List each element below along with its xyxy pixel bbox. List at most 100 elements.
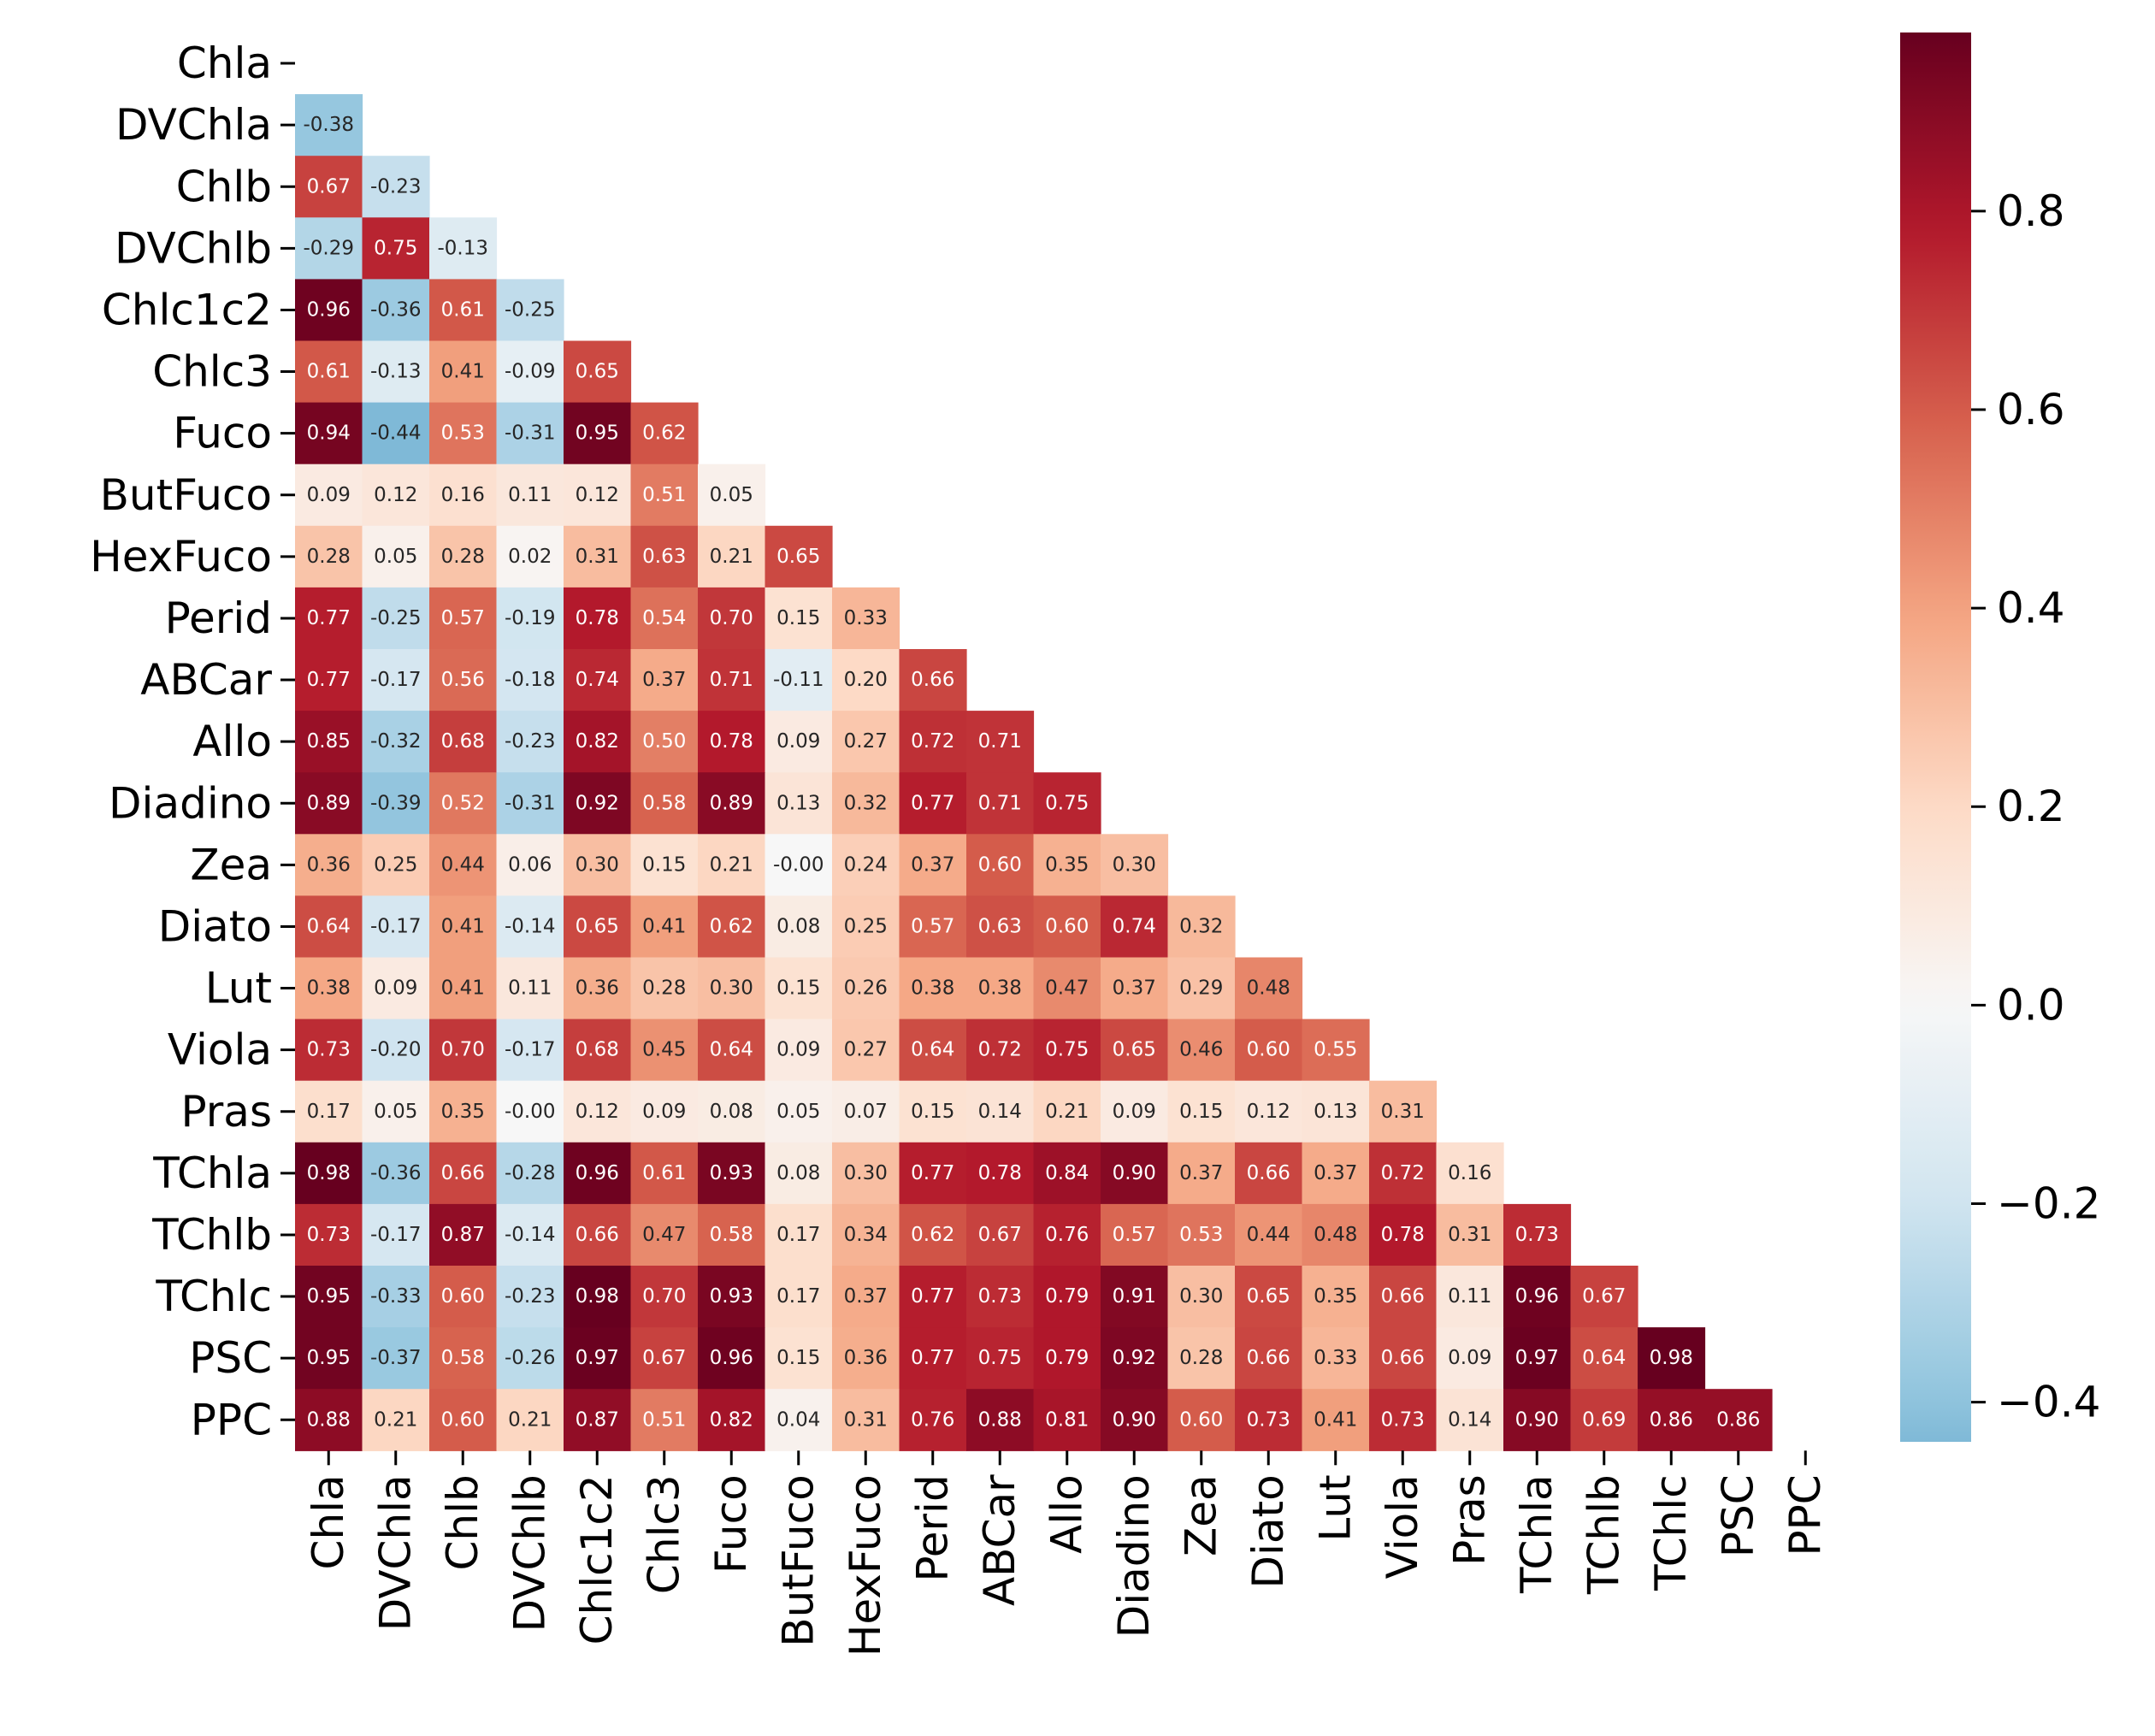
heatmap-cell: [832, 834, 900, 896]
x-tick-label: ButFuco: [774, 1474, 824, 1646]
cell-value-label: -0.20: [370, 1039, 422, 1061]
cell-value-label: 0.38: [911, 977, 954, 1000]
heatmap-cell: [899, 1203, 967, 1267]
cell-value-label: -0.39: [370, 792, 422, 814]
cell-value-label: 0.06: [508, 853, 552, 876]
x-tick-label: TChla: [1512, 1474, 1562, 1594]
cell-value-label: 0.69: [1582, 1408, 1626, 1431]
cell-value-label: 0.41: [441, 915, 485, 937]
cell-value-label: -0.23: [505, 730, 556, 753]
heatmap-cell: [295, 895, 363, 959]
x-tick-label: PPC: [1780, 1474, 1830, 1556]
heatmap-cell: [1638, 1389, 1706, 1451]
cell-value-label: 0.11: [508, 977, 552, 1000]
cell-value-label: 0.12: [576, 484, 619, 506]
heatmap-cell: [1235, 1327, 1303, 1390]
heatmap-cell: [899, 895, 967, 959]
cell-value-label: 0.58: [642, 792, 686, 814]
cell-value-label: 0.12: [374, 484, 417, 506]
cell-value-label: -0.32: [370, 730, 422, 753]
heatmap-cell: [630, 525, 699, 588]
y-axis-labels: Chla DVChla Chlb DVChlb Chlc1c2 Chlc3 Fuco ButF…: [90, 38, 295, 1444]
cell-value-label: 0.95: [307, 1285, 351, 1308]
cell-value-label: 0.44: [441, 853, 485, 876]
cell-value-label: 0.28: [1179, 1347, 1223, 1369]
cell-value-label: 0.37: [844, 1285, 888, 1308]
cell-value-label: -0.23: [505, 1285, 556, 1308]
cell-value-label: 0.78: [710, 730, 753, 753]
cell-value-label: -0.33: [370, 1285, 422, 1308]
heatmap-cell: [429, 1389, 498, 1451]
cell-value-label: 0.72: [911, 730, 954, 753]
heatmap-cell: [564, 649, 632, 712]
cell-value-label: 0.73: [978, 1285, 1022, 1308]
x-tick-label: Chlc3: [640, 1474, 689, 1594]
heatmap-cell: [564, 1266, 632, 1328]
cell-value-label: 0.79: [1045, 1285, 1089, 1308]
heatmap-cell: [496, 279, 564, 342]
cell-value-label: 0.36: [844, 1347, 888, 1369]
heatmap-cell: [765, 1266, 833, 1328]
cell-value-label: 0.30: [1113, 853, 1156, 876]
cell-value-label: 0.86: [1716, 1408, 1760, 1431]
heatmap-cell: [1101, 1142, 1169, 1205]
heatmap-cell: [1101, 1266, 1169, 1328]
cell-value-label: 0.13: [1314, 1101, 1357, 1123]
cell-value-label: -0.37: [370, 1347, 422, 1369]
heatmap-cell: [295, 1019, 363, 1082]
heatmap-cell: [1235, 1389, 1303, 1451]
heatmap-cell: [496, 1389, 564, 1451]
heatmap-cell: [564, 895, 632, 959]
cell-value-label: 0.71: [978, 792, 1022, 814]
heatmap-cell: [1235, 957, 1303, 1020]
heatmap-cell: [1369, 1080, 1438, 1143]
cell-value-label: 0.68: [576, 1039, 619, 1061]
heatmap-cell: [564, 1389, 632, 1451]
heatmap-cell: [1302, 1389, 1370, 1451]
heatmap-cell: [1503, 1327, 1572, 1390]
heatmap-cell: [429, 587, 498, 650]
heatmap-cell: [295, 1266, 363, 1328]
heatmap-cell: [966, 1389, 1035, 1451]
cell-value-label: 0.32: [1179, 915, 1223, 937]
y-tick-label: Fuco: [173, 409, 272, 458]
cell-value-label: 0.72: [1381, 1162, 1425, 1184]
cell-value-label: 0.67: [978, 1224, 1022, 1246]
cell-value-label: 0.30: [710, 977, 753, 1000]
cell-value-label: 0.15: [911, 1101, 954, 1123]
heatmap-cell: [295, 957, 363, 1020]
x-tick-label: Diato: [1243, 1474, 1293, 1588]
cell-value-label: 0.25: [374, 853, 417, 876]
heatmap-cell: [1369, 1203, 1438, 1267]
heatmap-cell: [698, 1080, 766, 1143]
cell-value-label: 0.31: [844, 1408, 888, 1431]
cell-value-label: 0.14: [978, 1101, 1022, 1123]
cell-value-label: 0.78: [576, 607, 619, 629]
x-tick-label: Diadino: [1109, 1474, 1159, 1638]
heatmap-cell: [295, 1142, 363, 1205]
cell-value-label: 0.41: [642, 915, 686, 937]
cell-value-label: 0.77: [307, 607, 351, 629]
cell-value-label: 0.87: [576, 1408, 619, 1431]
cell-value-label: 0.65: [576, 361, 619, 383]
cell-value-label: 0.73: [307, 1224, 351, 1246]
cell-value-label: 0.67: [642, 1347, 686, 1369]
heatmap-cell: [899, 649, 967, 712]
cell-value-label: 0.09: [307, 484, 351, 506]
heatmap-cell: [832, 1080, 900, 1143]
heatmap-cell: [429, 649, 498, 712]
y-tick-label: Chlb: [176, 162, 272, 211]
x-axis-labels: Chla DVChla Chlb DVChlb Chlc1c2 Chlc3 Fuco ButF…: [304, 1450, 1830, 1656]
y-tick-label: TChlb: [151, 1210, 272, 1260]
cell-value-label: 0.62: [642, 422, 686, 445]
heatmap-cell: [1302, 1266, 1370, 1328]
heatmap-cell: [1369, 1327, 1438, 1390]
heatmap-cell: [496, 1019, 564, 1082]
cell-value-label: -0.31: [505, 422, 556, 445]
cell-value-label: 0.67: [1582, 1285, 1626, 1308]
y-tick-label: Chlc1c2: [102, 285, 272, 334]
y-tick-label: Chlc3: [152, 347, 272, 397]
heatmap-cell: [1436, 1203, 1504, 1267]
heatmap-cell: [1503, 1389, 1572, 1451]
cell-value-label: -0.14: [505, 915, 556, 937]
